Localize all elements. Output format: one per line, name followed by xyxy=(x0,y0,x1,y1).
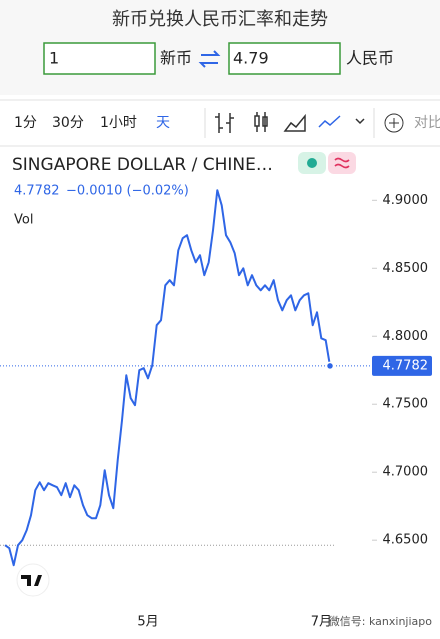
to-currency: 人民币 xyxy=(346,49,394,68)
amount-value: 1 xyxy=(49,49,59,68)
price-line xyxy=(4,189,331,567)
chart-type-icons[interactable] xyxy=(215,112,365,133)
price: 4.7782 xyxy=(14,184,60,199)
tv-logo xyxy=(16,563,50,597)
y-tick-label: 4.7500 xyxy=(383,397,429,412)
from-currency: 新币 xyxy=(160,49,192,68)
y-tick-label: 4.8000 xyxy=(383,329,429,344)
status-dot xyxy=(307,158,317,168)
last-price-label: 4.7782 xyxy=(383,358,429,373)
last-price-dot xyxy=(325,361,335,371)
x-tick-label: 7月 xyxy=(311,615,332,630)
price-change: −0.0010 (−0.02%) xyxy=(66,184,189,199)
compare-button[interactable]: 对比 xyxy=(414,115,440,131)
y-tick-label: 4.8500 xyxy=(383,261,429,276)
amount-input[interactable] xyxy=(43,42,156,75)
interval-button[interactable]: 1分 xyxy=(14,115,37,131)
page-title: 新币兑换人民币汇率和走势 xyxy=(112,9,328,30)
watermark: 微信号: kanxinjiapo xyxy=(329,614,432,628)
volume-label: Vol xyxy=(14,213,33,228)
compare-icon-plus xyxy=(389,118,399,128)
interval-button[interactable]: 30分 xyxy=(52,115,84,131)
last-price-box xyxy=(372,355,432,376)
interval-button[interactable]: 1小时 xyxy=(100,115,137,131)
compare-icon[interactable] xyxy=(384,113,404,133)
x-tick-label: 5月 xyxy=(137,615,158,630)
alert-icon xyxy=(334,157,350,169)
symbol-title: SINGAPORE DOLLAR / CHINE… xyxy=(12,155,273,175)
alert-badge xyxy=(328,152,356,174)
y-tick-label: 4.6500 xyxy=(383,533,429,548)
result-value: 4.79 xyxy=(233,49,269,68)
interval-button[interactable]: 天 xyxy=(156,115,170,131)
result-input[interactable] xyxy=(228,42,341,75)
y-tick-label: 4.9000 xyxy=(383,193,429,208)
y-tick-label: 4.7000 xyxy=(383,465,429,480)
swap-icon[interactable] xyxy=(198,50,221,68)
